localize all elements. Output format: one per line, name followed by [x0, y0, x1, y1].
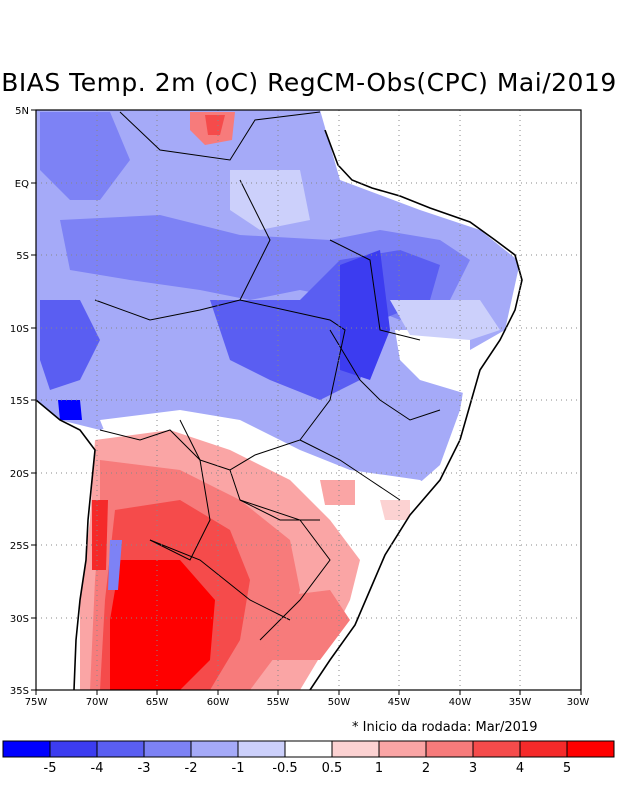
lon-label: 60W	[207, 697, 230, 708]
state-lines-2	[299, 329, 441, 501]
brazil-border-west	[119, 111, 321, 161]
colorbar-swatch	[519, 740, 568, 758]
colorbar-label: -1	[232, 761, 245, 776]
lat-label: 35S	[10, 686, 29, 697]
andes-cool-strip	[108, 540, 122, 590]
lon-label: 55W	[267, 697, 290, 708]
lat-label: EQ	[15, 179, 29, 190]
colorbar-label: -3	[138, 761, 151, 776]
atlantic-ocean	[310, 110, 581, 690]
atlantic-coastline	[309, 129, 523, 690]
map-title: BIAS Temp. 2m (oC) RegCM-Obs(CPC) Mai/20…	[1, 68, 617, 97]
coastlines	[36, 129, 523, 690]
colorbar-swatch	[566, 740, 615, 758]
latitude-labels: 5N EQ 5S 10S 15S 20S 25S 30S 35S	[10, 106, 29, 697]
argentina-lines	[149, 539, 291, 621]
colorbar-label: -2	[185, 761, 198, 776]
lat-label: 30S	[10, 614, 29, 625]
colorbar-swatch	[284, 740, 333, 758]
political-borders	[94, 111, 441, 641]
colorbar-swatch	[378, 740, 427, 758]
light-cool-band	[40, 112, 130, 200]
lon-label: 65W	[146, 697, 169, 708]
colorbar-label: 4	[516, 761, 524, 776]
colorbar-swatch	[190, 740, 239, 758]
lon-label: 75W	[25, 697, 48, 708]
west-cool-core	[40, 300, 100, 390]
longitude-labels: 75W 70W 65W 60W 55W 50W 45W 40W 35W 30W	[25, 697, 590, 708]
east-cool-core	[340, 250, 390, 380]
colorbar-swatch	[49, 740, 98, 758]
colorbar-swatch	[143, 740, 192, 758]
colorbar-label: -4	[91, 761, 104, 776]
lon-label: 45W	[388, 697, 411, 708]
uruguay-warm	[250, 590, 350, 660]
run-start-note: * Inicio da rodada: Mar/2019	[352, 720, 538, 735]
north-warm-core	[205, 115, 225, 135]
lon-label: 50W	[328, 697, 351, 708]
axis-ticks	[31, 109, 582, 695]
pacific-ocean	[36, 400, 95, 690]
colorbar-swatch	[96, 740, 145, 758]
ocean-mask	[36, 110, 581, 690]
colorbar-label: -0.5	[272, 761, 297, 776]
colorbar-swatch	[472, 740, 521, 758]
lat-label: 20S	[10, 469, 29, 480]
amazon-light	[230, 170, 310, 230]
southeast-warm-spot	[320, 480, 355, 505]
colorbar-label: -5	[44, 761, 57, 776]
lon-label: 35W	[509, 697, 532, 708]
pacific-coastline	[36, 399, 96, 690]
andes-warm-strip	[92, 500, 108, 570]
southeast-light-spot	[380, 500, 410, 520]
lon-label: 30W	[567, 697, 590, 708]
lon-label: 40W	[449, 697, 472, 708]
bias-field	[36, 110, 520, 690]
lat-label: 5S	[16, 251, 29, 262]
colorbar-swatch	[425, 740, 474, 758]
colorbar-label: 1	[375, 761, 383, 776]
lon-label: 70W	[86, 697, 109, 708]
colorbar-label: 2	[422, 761, 430, 776]
south-warm-core	[110, 560, 215, 690]
colorbar-swatch	[237, 740, 286, 758]
lat-label: 15S	[10, 396, 29, 407]
state-lines-1	[239, 179, 421, 341]
colorbar-label: 0.5	[322, 761, 343, 776]
colorbar-swatch	[331, 740, 380, 758]
lat-label: 25S	[10, 541, 29, 552]
grid-lines	[36, 110, 581, 690]
colorbar-labels: -5 -4 -3 -2 -1 -0.5 0.5 1 2 3 4 5	[44, 761, 572, 776]
colorbar: -5 -4 -3 -2 -1 -0.5 0.5 1 2 3 4 5	[2, 740, 615, 776]
deep-cool-spot	[58, 400, 82, 420]
colorbar-boxes	[2, 740, 615, 758]
northeast-neutral	[395, 330, 470, 395]
bolivia-paraguay	[99, 429, 211, 561]
colorbar-label: 3	[469, 761, 477, 776]
northeast-light	[390, 300, 500, 340]
lat-label: 10S	[10, 324, 29, 335]
lat-label: 5N	[15, 106, 29, 117]
colorbar-label: 5	[563, 761, 571, 776]
colorbar-swatch	[2, 740, 51, 758]
